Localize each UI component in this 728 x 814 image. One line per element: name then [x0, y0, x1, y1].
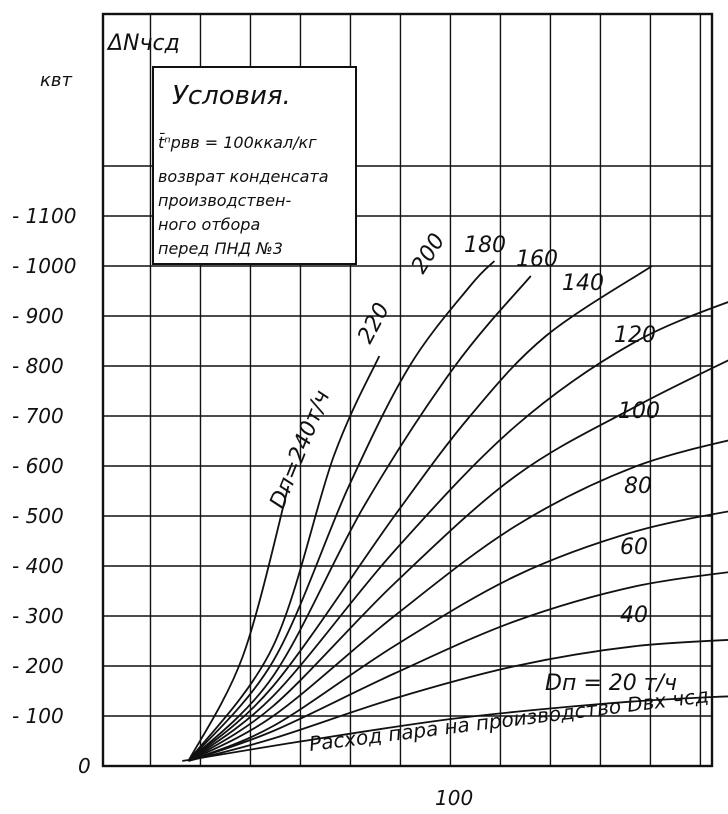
series-label: 120 [614, 323, 656, 348]
y-tick-label: - 900 [12, 304, 64, 328]
y-tick-label: 0 [78, 754, 91, 778]
series-label: 200 [407, 229, 450, 278]
plot-frame [101, 12, 714, 768]
series-line [188, 639, 728, 762]
x-tick-label: 100 [435, 786, 473, 810]
y-tick-label: - 300 [12, 604, 64, 628]
series-label: 180 [464, 233, 506, 258]
y-axis-unit: квт [40, 70, 72, 91]
series-lines [182, 260, 728, 762]
series-line [188, 571, 728, 762]
series-line [182, 695, 728, 762]
conditions-line-3: производствен- [158, 191, 291, 210]
y-tick-label: - 400 [12, 554, 64, 578]
y-tick-label: - 700 [12, 404, 64, 428]
series-line [187, 485, 290, 762]
conditions-line-5: перед ПНД №3 [158, 239, 283, 258]
series-label: 140 [562, 271, 604, 296]
y-tick-label: - 1100 [12, 204, 76, 228]
y-axis-title: ΔNчсд [106, 31, 180, 56]
series-line [187, 359, 728, 762]
y-tick-label: - 200 [12, 654, 64, 678]
y-tick-label: - 500 [12, 504, 64, 528]
series-label: 160 [516, 247, 558, 272]
series-line [187, 260, 496, 762]
y-tick-labels: - 1100- 1000- 900- 800- 700- 600- 500- 4… [12, 204, 91, 778]
series-label: 80 [624, 474, 652, 499]
y-tick-label: - 600 [12, 454, 64, 478]
series-line [188, 510, 728, 762]
series-label: 60 [620, 535, 648, 560]
y-tick-label: - 800 [12, 354, 64, 378]
series-label: Dп = 20 т/ч [545, 671, 677, 696]
y-tick-label: - 1000 [12, 254, 76, 278]
conditions-frame [152, 66, 357, 265]
conditions-line-2: возврат конденсата [158, 167, 329, 186]
series-label: 40 [620, 603, 648, 628]
conditions-line-1: t̄ⁿрвв = 100ккал/кг [158, 133, 317, 152]
y-tick-label: - 100 [12, 704, 64, 728]
x-axis-title: Расход пара на производство Dвх чсд [308, 683, 710, 756]
x-tick-labels: 100200 т/ч [435, 786, 473, 810]
series-label: 220 [353, 299, 395, 348]
series-label: 100 [618, 399, 660, 424]
series-line [187, 439, 728, 762]
series-line [187, 355, 381, 762]
series-line [187, 275, 532, 762]
conditions-title: Условия. [172, 81, 291, 111]
series-line [187, 301, 728, 762]
series-line [187, 265, 653, 762]
conditions-box: Условия. t̄ⁿрвв = 100ккал/кг возврат кон… [152, 66, 357, 265]
conditions-line-4: ного отбора [158, 215, 260, 234]
